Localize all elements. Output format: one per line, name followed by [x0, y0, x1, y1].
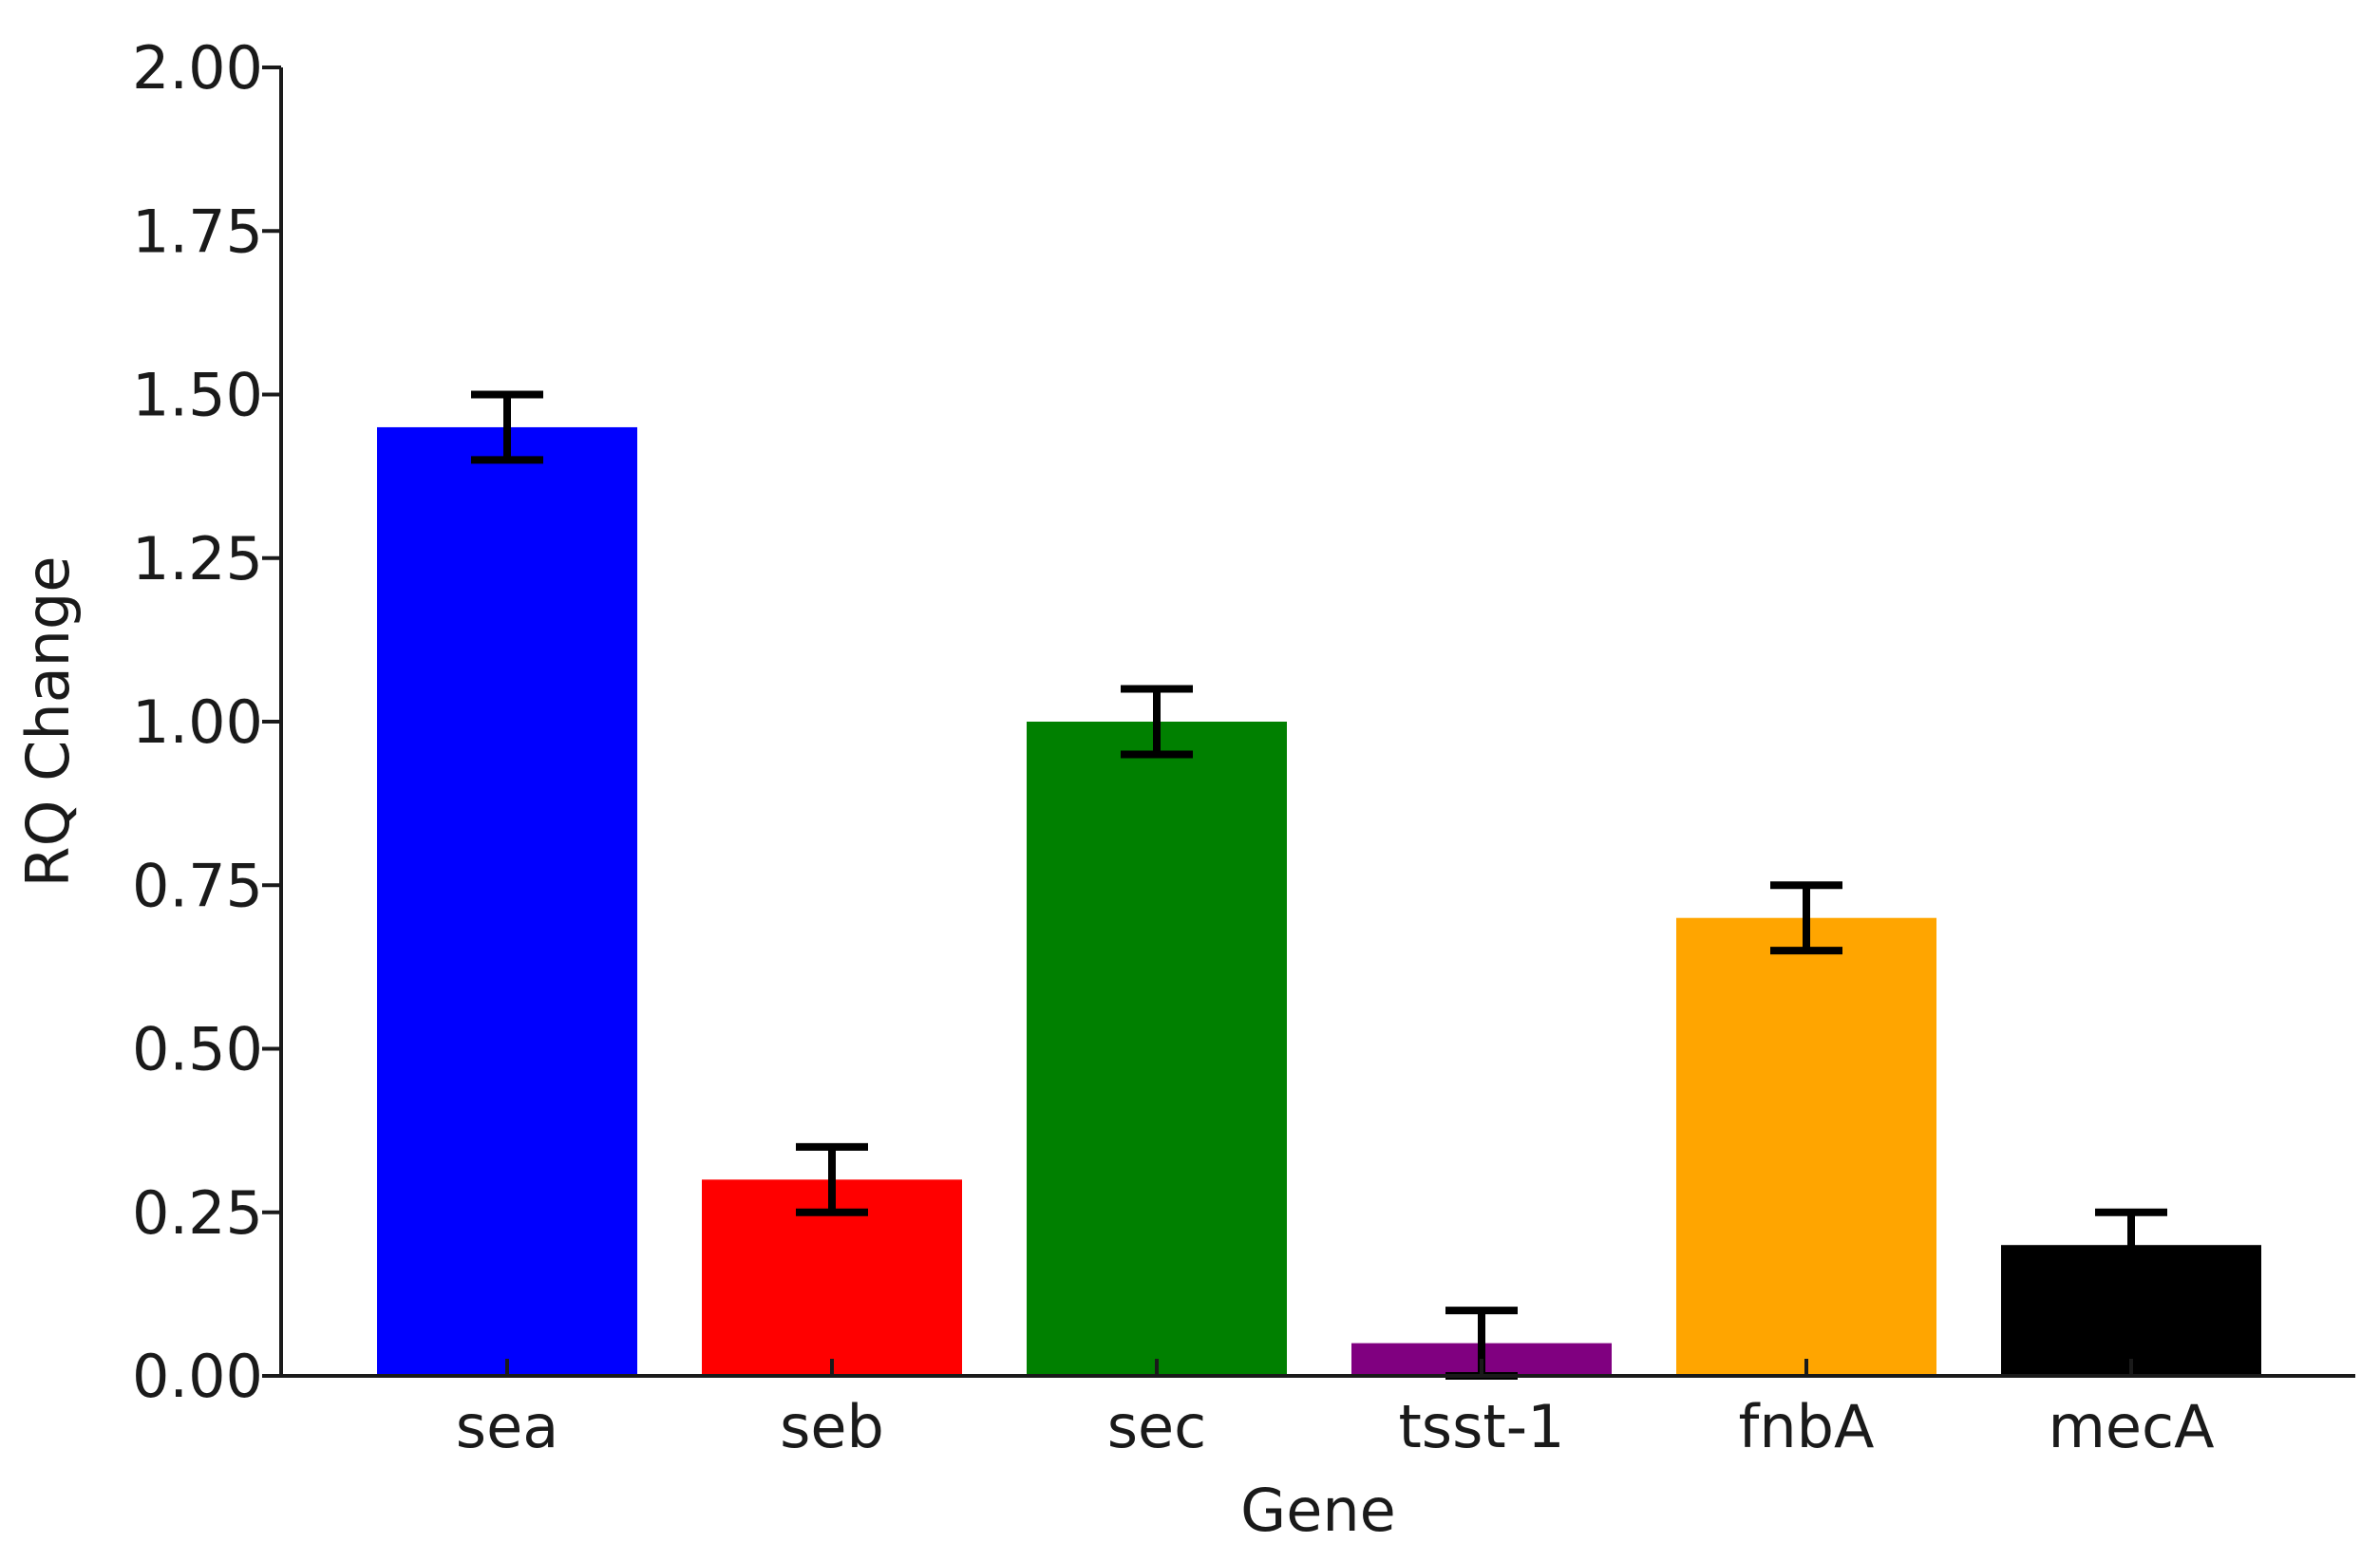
x-ticks: sea seb sec tsst-1 fnbA mecA — [456, 1359, 2215, 1461]
x-tick-label: sec — [1107, 1392, 1207, 1461]
bar-fnbA — [1676, 917, 1936, 1376]
error-bar-sea — [471, 390, 543, 464]
y-tick-label: 0.75 — [132, 851, 263, 920]
y-tick-label: 1.50 — [132, 361, 263, 430]
x-tick-label: tsst-1 — [1398, 1392, 1564, 1461]
x-tick-label: mecA — [2048, 1392, 2214, 1461]
bar-sea — [377, 426, 637, 1376]
error-bar-seb — [796, 1142, 868, 1216]
bars-layer — [377, 426, 2261, 1376]
x-axis-title: Gene — [1240, 1476, 1396, 1543]
y-tick-label: 1.00 — [132, 687, 263, 757]
y-tick-label: 0.00 — [132, 1342, 263, 1411]
error-bars-layer — [471, 390, 2167, 1380]
y-axis-title: RQ Change — [13, 556, 83, 888]
y-tick-label: 0.50 — [132, 1015, 263, 1084]
y-ticks: 0.00 0.25 0.50 0.75 1.00 1.25 1.50 1.75 2.00 — [132, 33, 281, 1411]
x-tick-label: sea — [456, 1392, 558, 1461]
error-bar-mecA — [2095, 1208, 2167, 1282]
x-tick-label: seb — [780, 1392, 884, 1461]
error-bar-fnbA — [1770, 881, 1842, 955]
y-tick-label: 1.75 — [132, 197, 263, 266]
bar-sec — [1027, 722, 1287, 1376]
y-tick-label: 2.00 — [132, 33, 263, 103]
y-tick-label: 1.25 — [132, 524, 263, 593]
x-tick-label: fnbA — [1739, 1392, 1875, 1461]
error-bar-sec — [1121, 685, 1193, 759]
y-tick-label: 0.25 — [132, 1178, 263, 1248]
